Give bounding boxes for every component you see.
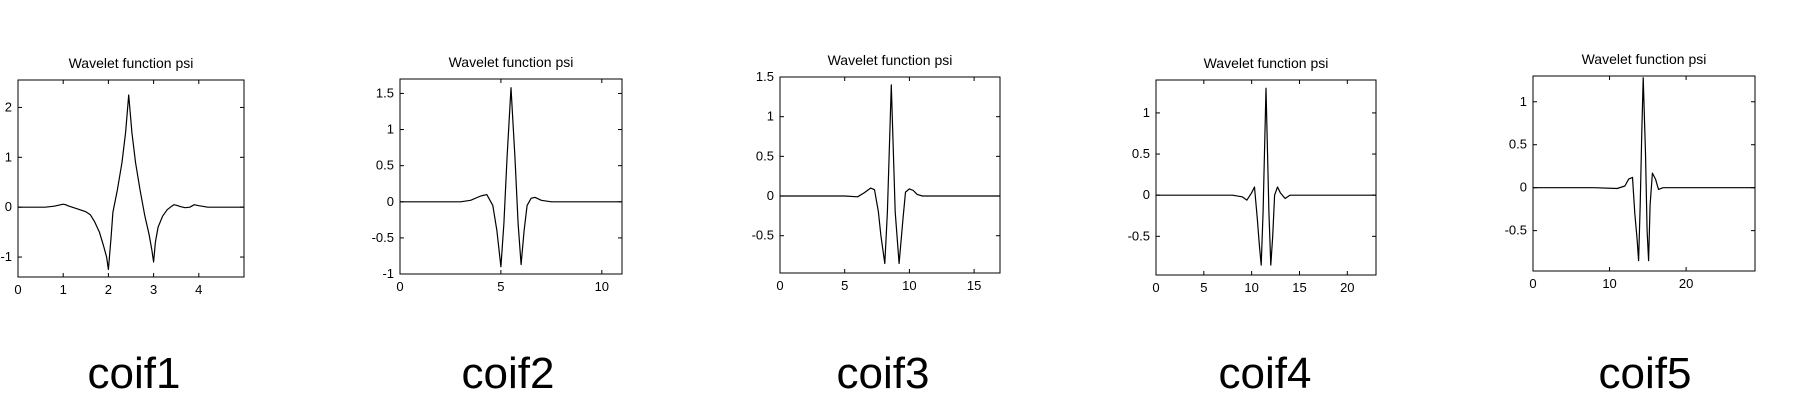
axes-box	[17, 79, 245, 278]
x-tick-label: 15	[967, 278, 981, 293]
x-tick-label: 10	[902, 278, 916, 293]
plot-title: Wavelet function psi	[69, 55, 194, 71]
psi-curve-1	[780, 84, 1000, 265]
wavelet-panel-4: Wavelet function psi 0 5 10 15 20 -0.5 0 0.5 1 coi…	[1128, 55, 1377, 398]
plot-title: Wavelet function psi	[449, 54, 574, 70]
y-tick-label: 1	[1520, 94, 1527, 109]
x-tick-label: 2	[105, 282, 112, 297]
x-tick-label: 5	[841, 278, 848, 293]
wavelet-panel-2: Wavelet function psi 0 5 10 -1 -0.5 0 0.5 1 1.5 co…	[372, 54, 623, 398]
wavelet-caption: coif2	[462, 349, 555, 398]
x-tick-label: 0	[1152, 280, 1159, 295]
wavelet-panel-1: Wavelet function psi 0 1 2 3 4 -1 0 1 2 coif1	[0, 55, 245, 398]
x-tick-label: 5	[1200, 280, 1207, 295]
x-tick-label: 20	[1340, 280, 1354, 295]
y-tick-label: 1	[1143, 105, 1150, 120]
y-tick-label: 1	[767, 109, 774, 124]
wavelet-panel-5: Wavelet function psi 0 10 20 -0.5 0 0.5 1 coif5	[1505, 51, 1756, 398]
x-tick-label: 4	[195, 282, 202, 297]
y-tick-label: 0	[1520, 180, 1527, 195]
axes-box	[1155, 79, 1377, 276]
y-tick-label: -0.5	[1505, 223, 1527, 238]
y-tick-label: -0.5	[752, 228, 774, 243]
wavelet-panel-3: Wavelet function psi 0 5 10 15 -0.5 0 0.5 1 1.5 co…	[752, 52, 1001, 398]
x-tick-label: 5	[497, 279, 504, 294]
y-tick-label: 1	[5, 149, 12, 164]
y-tick-label: 0.5	[756, 148, 774, 163]
x-tick-label: 1	[60, 282, 67, 297]
wavelet-caption: coif3	[837, 349, 930, 398]
y-tick-label: 0	[5, 199, 12, 214]
x-tick-label: 0	[776, 278, 783, 293]
y-tick-label: 0	[387, 194, 394, 209]
plot-title: Wavelet function psi	[828, 52, 953, 68]
y-tick-label: 0	[1143, 187, 1150, 202]
x-tick-label: 0	[14, 282, 21, 297]
y-tick-label: 1	[387, 122, 394, 137]
y-tick-label: 0.5	[376, 158, 394, 173]
x-tick-label: 15	[1292, 280, 1306, 295]
plot-title: Wavelet function psi	[1582, 51, 1707, 67]
x-tick-label: 20	[1679, 276, 1693, 291]
wavelet-caption: coif1	[88, 349, 181, 398]
psi-curve-1	[1156, 87, 1376, 266]
x-tick-label: 0	[396, 279, 403, 294]
axes-box	[399, 78, 623, 275]
axes-box	[779, 76, 1001, 274]
x-tick-label: 10	[1244, 280, 1258, 295]
plot-title: Wavelet function psi	[1204, 55, 1329, 71]
x-tick-label: 10	[1602, 276, 1616, 291]
y-tick-label: -0.5	[1128, 228, 1150, 243]
psi-curve-1	[1533, 77, 1755, 262]
x-tick-label: 0	[1529, 276, 1536, 291]
psi-curve-1	[18, 94, 244, 271]
y-tick-label: 1.5	[376, 85, 394, 100]
psi-curve-1	[400, 87, 622, 268]
x-tick-label: 10	[595, 279, 609, 294]
y-tick-label: 1.5	[756, 69, 774, 84]
wavelet-caption: coif4	[1219, 349, 1312, 398]
y-tick-label: -0.5	[372, 230, 394, 245]
axes-box	[1532, 75, 1756, 272]
y-tick-label: 2	[5, 99, 12, 114]
x-tick-label: 3	[150, 282, 157, 297]
y-tick-label: -1	[0, 249, 12, 264]
wavelet-caption: coif5	[1599, 349, 1692, 398]
y-tick-label: 0.5	[1132, 146, 1150, 161]
y-tick-label: -1	[382, 266, 394, 281]
y-tick-label: 0	[767, 188, 774, 203]
y-tick-label: 0.5	[1509, 137, 1527, 152]
